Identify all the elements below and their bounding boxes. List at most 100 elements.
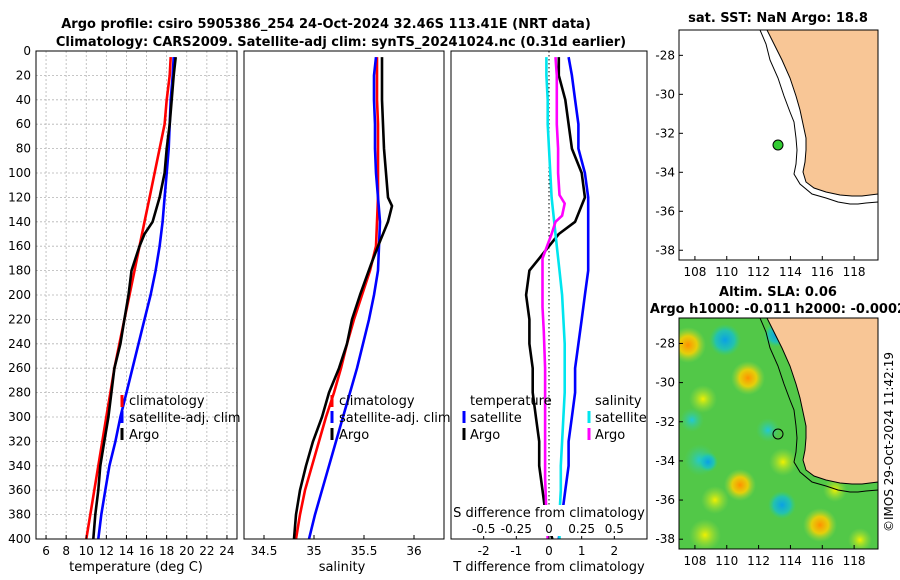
x-tick-label: 22: [199, 544, 214, 558]
x-tick-label: 12: [99, 544, 114, 558]
sla-map-ticks: 108 110 112 114 116 118 -28 -30 -32 -34 -36 -38: [655, 336, 865, 568]
difference-panel: -2 -1 0 1 2 T difference from climatology S …: [450, 50, 648, 575]
legend-label-s-argo: Argo: [595, 428, 625, 443]
salinity-xlabel: salinity: [319, 560, 366, 575]
x-tick-label: 112: [747, 265, 770, 279]
legend-label-t-argo: Argo: [470, 428, 500, 443]
y-tick-label: 280: [8, 386, 31, 400]
x-tick-label: 16: [139, 544, 154, 558]
x-tick-label: 8: [62, 544, 70, 558]
figure-title-line-2: Climatology: CARS2009. Satellite-adj cli…: [56, 35, 626, 50]
x-tick-label: 18: [159, 544, 174, 558]
x-tick-label: 108: [683, 265, 706, 279]
temperature-grid: [36, 50, 237, 540]
x-tick-label: 118: [843, 554, 866, 568]
y-tick-label: 180: [8, 264, 31, 278]
temperature-xlabel: temperature (deg C): [69, 560, 203, 575]
salinity-legend: climatology satellite-adj. clim Argo: [330, 394, 451, 443]
sla-field: [679, 318, 878, 549]
x-tick-label: 1: [578, 544, 586, 558]
difference-legend-salinity: salinity satellite Argo: [587, 394, 647, 443]
figure-title-line-1: Argo profile: csiro 5905386_254 24-Oct-2…: [61, 17, 591, 32]
sla-map-title-line-1: Altim. SLA: 0.06: [719, 285, 837, 300]
y-tick-label: -34: [655, 165, 675, 179]
x-tick-label: 35.5: [351, 544, 378, 558]
s-x-tick-label: 0.25: [568, 522, 595, 536]
profile-marker: [772, 428, 784, 440]
bathymetry-contour: [759, 30, 878, 205]
legend-label-t-satellite: satellite: [470, 411, 522, 426]
sst-map-ticks: 108 110 112 114 116 118 -28 -30 -32 -34 -36 -38: [655, 48, 865, 279]
x-tick-label: 114: [779, 265, 802, 279]
legend-label-climatology: climatology: [339, 394, 415, 409]
y-tick-label: -32: [655, 126, 675, 140]
temperature-lines: [85, 56, 177, 539]
series-line-s-argo: [541, 57, 567, 539]
salinity-panel: 34.5 35 35.5 36 salinity climatology satell…: [243, 50, 451, 575]
y-tick-label: 0: [23, 44, 31, 58]
y-tick-label: 360: [8, 483, 31, 497]
salinity-lines: [292, 56, 394, 539]
x-tick-label: 114: [779, 554, 802, 568]
salinity-ticks: 34.5 35 35.5 36: [251, 535, 422, 558]
land: [766, 30, 878, 197]
bathymetry-contour: [759, 318, 878, 493]
x-tick-label: 118: [843, 265, 866, 279]
y-tick-label: -30: [655, 87, 675, 101]
y-tick-label: -30: [655, 376, 675, 390]
y-tick-label: 160: [8, 239, 31, 253]
y-tick-label: 400: [8, 532, 31, 546]
x-tick-label: -2: [478, 544, 490, 558]
y-tick-label: 300: [8, 410, 31, 424]
series-line-argo: [92, 56, 177, 539]
temperature-legend: climatology satellite-adj. clim Argo: [120, 394, 241, 443]
t-difference-xlabel: T difference from climatology: [452, 560, 645, 575]
series-line-satellite-adj-clim: [307, 56, 382, 539]
legend-label-s-satellite: satellite: [595, 411, 647, 426]
s-difference-ticks: -0.5 -0.25 0 0.25 0.5: [472, 522, 624, 536]
x-tick-label: 35: [306, 544, 321, 558]
x-tick-label: 2: [611, 544, 619, 558]
y-tick-label: 60: [16, 117, 31, 131]
sst-map-title: sat. SST: NaN Argo: 18.8: [688, 11, 868, 26]
y-tick-label: 220: [8, 312, 31, 326]
y-tick-label: -36: [655, 493, 675, 507]
y-tick-label: 260: [8, 361, 31, 375]
s-x-tick-label: 0: [545, 522, 553, 536]
y-tick-label: -28: [655, 336, 675, 350]
legend-label-satellite: satellite-adj. clim: [129, 411, 241, 426]
s-difference-xlabel: S difference from climatology: [453, 506, 645, 521]
y-tick-label: 320: [8, 434, 31, 448]
y-tick-label: -36: [655, 204, 675, 218]
y-tick-label: 80: [16, 142, 31, 156]
series-line-climatology: [294, 57, 380, 539]
s-x-tick-label: 0.5: [605, 522, 624, 536]
series-line-argo: [292, 57, 394, 539]
imos-stamp: ©IMOS 29-Oct-2024 11:42:19: [882, 352, 896, 532]
y-tick-label: 380: [8, 508, 31, 522]
y-tick-label: 200: [8, 288, 31, 302]
y-tick-label: 100: [8, 166, 31, 180]
temperature-ticks: 0 20 40 60 80 100 120 140 160 180 200 220 240 260 280 3…: [8, 44, 234, 558]
s-x-tick-label: -0.25: [501, 522, 532, 536]
y-tick-label: 40: [16, 93, 31, 107]
x-tick-label: 34.5: [251, 544, 278, 558]
x-tick-label: 116: [811, 554, 834, 568]
land: [766, 318, 878, 485]
series-line-t-satellite: [557, 56, 590, 539]
x-tick-label: 6: [42, 544, 50, 558]
x-tick-label: 116: [811, 265, 834, 279]
y-tick-label: -28: [655, 48, 675, 62]
sst-map: sat. SST: NaN Argo: 18.8 108 110 112 114 116…: [655, 11, 879, 279]
y-tick-label: 20: [16, 68, 31, 82]
legend-title-temperature: temperature: [470, 394, 552, 409]
x-tick-label: 112: [747, 554, 770, 568]
legend-label-satellite: satellite-adj. clim: [339, 411, 451, 426]
y-tick-label: -32: [655, 415, 675, 429]
legend-label-argo: Argo: [129, 428, 159, 443]
x-tick-label: 20: [179, 544, 194, 558]
x-tick-label: 108: [683, 554, 706, 568]
x-tick-label: 10: [79, 544, 94, 558]
y-tick-label: 240: [8, 337, 31, 351]
